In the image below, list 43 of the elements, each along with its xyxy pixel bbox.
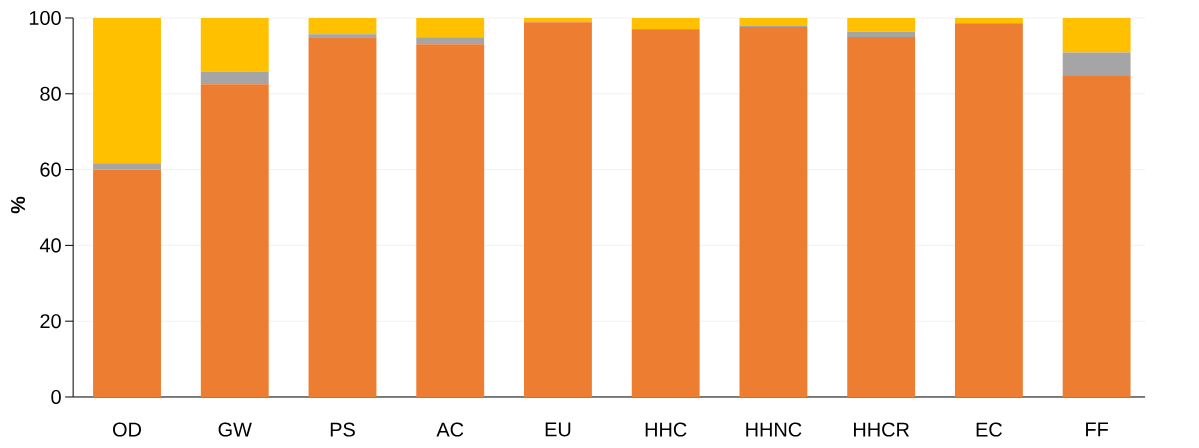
y-tick-label: 100 [29,10,61,26]
x-tick-label: FF [1086,422,1109,437]
bar [416,17,485,38]
y-tick-label: 0 [51,389,61,405]
bar [308,37,377,397]
x-tick-label: HHC [645,422,687,437]
x-tick-label: HHNC [746,422,802,437]
y-tick-label: 40 [39,238,61,253]
bar [93,163,161,170]
bar [1062,75,1131,397]
x-tick-label: HHCR [854,422,910,437]
bar [1062,52,1131,76]
x-tick-label: AC [436,422,464,437]
bar [847,17,916,32]
bar [739,17,808,26]
bar [308,34,377,38]
x-tick-label: EU [545,422,571,437]
y-tick-label: 60 [40,162,61,177]
bar [524,17,592,23]
y-tick-label: 20 [40,314,61,329]
bar [93,17,161,164]
bar [847,36,916,397]
bar [524,22,592,397]
bar [1062,17,1131,53]
bar [200,17,269,72]
bar [954,23,1023,397]
bar [739,27,808,397]
bar [416,37,485,45]
bar [308,17,377,35]
bar [847,31,916,37]
x-tick-label: PS [330,422,355,437]
x-tick-label: OD [113,422,142,437]
bar [416,44,485,397]
bar [631,30,700,397]
y-tick-label: 80 [40,86,61,101]
bar [954,17,1023,24]
bar [200,84,269,397]
x-tick-label: GW [218,422,252,437]
bar [93,169,161,397]
x-tick-label: EC [976,422,1002,437]
bar [631,17,700,29]
y-axis-title: % [11,196,26,214]
bar [200,71,269,85]
